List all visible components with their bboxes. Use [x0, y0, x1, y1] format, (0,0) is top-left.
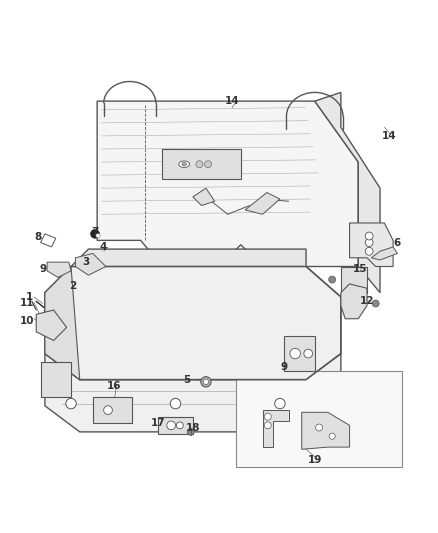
Polygon shape [45, 266, 80, 379]
Circle shape [91, 230, 99, 238]
Text: 14: 14 [225, 96, 240, 106]
Text: 16: 16 [107, 381, 122, 391]
Text: 6: 6 [394, 238, 401, 247]
Polygon shape [371, 247, 397, 260]
Text: 8: 8 [35, 232, 42, 243]
Text: 19: 19 [307, 455, 322, 465]
Polygon shape [350, 223, 393, 266]
Ellipse shape [182, 163, 186, 166]
Polygon shape [341, 266, 367, 293]
Polygon shape [193, 188, 215, 206]
Text: 15: 15 [353, 264, 367, 273]
Circle shape [290, 349, 300, 359]
Text: 9: 9 [39, 264, 46, 273]
Circle shape [203, 379, 208, 384]
Circle shape [205, 161, 212, 168]
Circle shape [365, 232, 373, 240]
Text: 9: 9 [281, 361, 288, 372]
Text: 17: 17 [151, 418, 166, 428]
Text: 1: 1 [26, 292, 33, 302]
Polygon shape [36, 310, 67, 341]
Circle shape [201, 377, 211, 387]
Ellipse shape [179, 161, 190, 167]
Circle shape [167, 421, 176, 430]
Polygon shape [41, 362, 71, 397]
Circle shape [96, 233, 100, 238]
Circle shape [275, 398, 285, 409]
Circle shape [196, 161, 203, 168]
Circle shape [304, 349, 313, 358]
Polygon shape [162, 149, 241, 180]
Circle shape [187, 429, 194, 435]
Polygon shape [41, 234, 56, 247]
Text: 5: 5 [183, 375, 190, 385]
Circle shape [170, 398, 181, 409]
Polygon shape [45, 249, 341, 379]
Polygon shape [245, 192, 280, 214]
Text: 18: 18 [186, 423, 200, 433]
Circle shape [365, 247, 373, 255]
Text: 4: 4 [100, 242, 107, 252]
Text: 3: 3 [83, 257, 90, 267]
Polygon shape [341, 284, 367, 319]
Circle shape [329, 433, 335, 439]
Text: 10: 10 [20, 316, 35, 326]
Polygon shape [158, 417, 193, 434]
Polygon shape [315, 92, 380, 293]
Circle shape [316, 424, 322, 431]
Polygon shape [262, 410, 289, 447]
Text: 11: 11 [20, 298, 35, 309]
Circle shape [372, 300, 379, 307]
Circle shape [328, 276, 336, 283]
Text: 14: 14 [381, 131, 396, 141]
Polygon shape [75, 254, 106, 275]
Circle shape [264, 413, 271, 420]
Circle shape [104, 406, 113, 415]
Circle shape [264, 422, 271, 429]
Polygon shape [284, 336, 315, 371]
Polygon shape [45, 353, 341, 432]
Circle shape [66, 398, 76, 409]
Circle shape [177, 422, 184, 429]
Text: 2: 2 [70, 281, 77, 291]
FancyBboxPatch shape [237, 371, 402, 467]
Polygon shape [302, 413, 350, 449]
Text: 7: 7 [91, 227, 99, 237]
Circle shape [365, 239, 373, 246]
Text: 12: 12 [360, 296, 374, 306]
Polygon shape [93, 397, 132, 423]
Polygon shape [97, 101, 358, 266]
Polygon shape [45, 266, 341, 379]
Polygon shape [47, 262, 71, 277]
